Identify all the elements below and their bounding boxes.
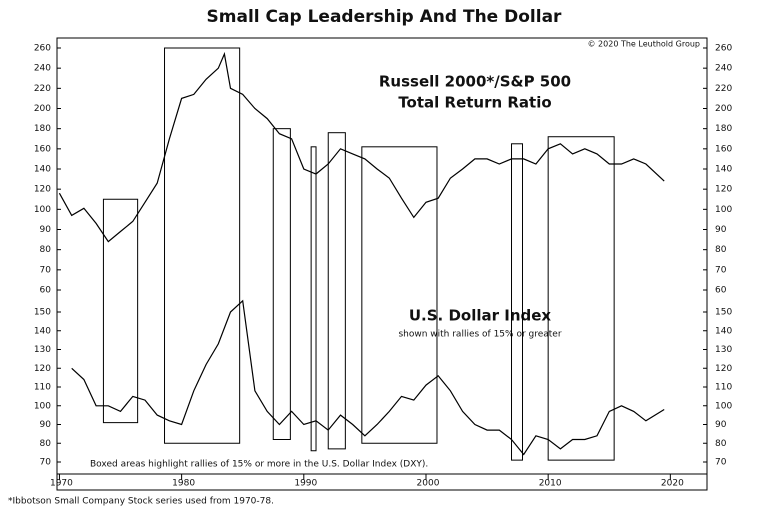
y-tick-label: 180 <box>715 124 732 134</box>
y-tick-label: 60 <box>715 286 727 296</box>
series-line <box>58 51 665 243</box>
series-title: U.S. Dollar Index <box>409 307 552 325</box>
y-tick-label: 110 <box>715 383 732 393</box>
x-tick-label: 1990 <box>294 479 317 489</box>
y-tick-label: 220 <box>34 84 51 94</box>
y-tick-label: 120 <box>34 364 51 374</box>
series-line <box>71 299 665 456</box>
y-tick-label: 90 <box>715 420 727 430</box>
y-tick-label: 70 <box>40 265 52 275</box>
series-subtitle: shown with rallies of 15% or greater <box>398 330 561 340</box>
y-tick-label: 120 <box>715 364 732 374</box>
y-tick-label: 150 <box>715 308 732 318</box>
x-tick-label: 2010 <box>539 479 562 489</box>
y-tick-label: 80 <box>715 439 727 449</box>
y-tick-label: 140 <box>34 326 51 336</box>
y-tick-label: 140 <box>34 165 51 175</box>
y-tick-label: 70 <box>715 458 727 468</box>
note: Boxed areas highlight rallies of 15% or … <box>90 460 428 470</box>
y-tick-label: 220 <box>715 84 732 94</box>
series-title: Russell 2000*/S&P 500 <box>379 73 571 91</box>
footnote: *Ibbotson Small Company Stock series use… <box>8 497 274 507</box>
y-tick-label: 260 <box>34 44 51 54</box>
rally-box <box>310 146 317 452</box>
y-tick-label: 200 <box>715 104 732 114</box>
y-tick-label: 110 <box>34 383 51 393</box>
x-tick-label: 1980 <box>172 479 195 489</box>
y-tick-label: 80 <box>715 245 727 255</box>
y-tick-label: 100 <box>715 205 732 215</box>
chart-title: Small Cap Leadership And The Dollar <box>207 7 562 27</box>
y-tick-label: 100 <box>715 401 732 411</box>
y-tick-label: 200 <box>34 104 51 114</box>
y-tick-label: 100 <box>34 401 51 411</box>
rally-box <box>164 47 241 444</box>
rally-box <box>547 136 615 461</box>
y-tick-label: 90 <box>40 420 52 430</box>
y-tick-label: 80 <box>40 245 52 255</box>
y-tick-label: 70 <box>40 458 52 468</box>
y-tick-label: 80 <box>40 439 52 449</box>
y-tick-label: 120 <box>34 185 51 195</box>
y-tick-label: 90 <box>715 225 727 235</box>
y-tick-label: 240 <box>34 64 51 74</box>
y-tick-label: 240 <box>715 64 732 74</box>
y-tick-label: 140 <box>715 165 732 175</box>
y-tick-label: 100 <box>34 205 51 215</box>
x-tick-label: 2000 <box>417 479 440 489</box>
y-tick-label: 140 <box>715 326 732 336</box>
rally-box <box>102 198 139 424</box>
y-tick-label: 150 <box>34 308 51 318</box>
y-tick-label: 160 <box>34 144 51 154</box>
rally-box <box>361 146 438 444</box>
y-tick-label: 120 <box>715 185 732 195</box>
y-tick-label: 160 <box>715 144 732 154</box>
rally-box <box>327 132 346 450</box>
series-subtitle: Total Return Ratio <box>398 94 551 112</box>
y-tick-label: 60 <box>40 286 52 296</box>
y-tick-label: 180 <box>34 124 51 134</box>
source: © 2020 The Leuthold Group <box>588 40 700 49</box>
x-tick-label: 1970 <box>50 479 73 489</box>
y-tick-label: 130 <box>34 345 51 355</box>
y-tick-label: 260 <box>715 44 732 54</box>
y-tick-label: 130 <box>715 345 732 355</box>
y-tick-label: 70 <box>715 265 727 275</box>
rally-box <box>511 143 524 461</box>
y-tick-label: 90 <box>40 225 52 235</box>
rally-box <box>272 128 291 441</box>
x-tick-label: 2020 <box>661 479 684 489</box>
plot-frame <box>56 37 708 491</box>
